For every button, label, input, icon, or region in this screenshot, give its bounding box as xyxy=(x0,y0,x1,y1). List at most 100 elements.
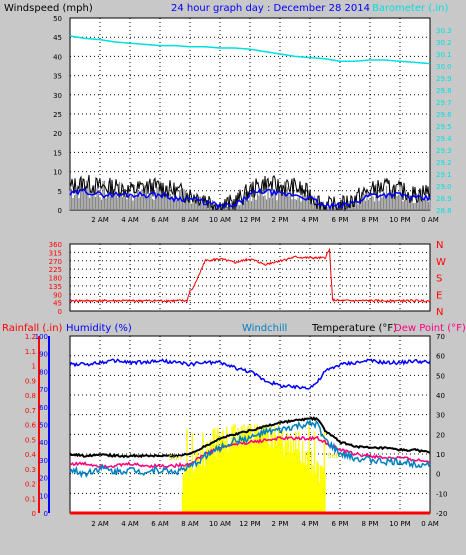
rain-tick-label: 0.4 xyxy=(25,451,37,459)
compass-label: E xyxy=(436,290,442,301)
humidity-tick-label: 100 xyxy=(35,333,48,341)
x-tick-label: 12 PM xyxy=(239,520,260,528)
y-tick-label: 50 xyxy=(53,15,62,23)
x-tick-label: 8 PM xyxy=(362,216,379,224)
barometer-line xyxy=(69,35,431,65)
wind-direction-line xyxy=(69,247,431,304)
y2-tick-label: 29.3 xyxy=(436,147,452,155)
dewpoint-line xyxy=(69,435,431,469)
compass-label: N xyxy=(436,240,443,251)
y-tick-label: 30 xyxy=(53,92,62,100)
y2-tick-label: 30.2 xyxy=(436,39,452,47)
x-tick-label: 0 AM xyxy=(421,520,439,528)
x-tick-label: 10 AM xyxy=(209,216,231,224)
y-tick-label: 40 xyxy=(53,53,62,61)
y-tick-label: 20 xyxy=(53,130,62,138)
temp-tick-label: -10 xyxy=(436,490,447,498)
temp-tick-label: -20 xyxy=(436,510,447,518)
windspeed-line xyxy=(69,174,431,212)
direction-tick-label: 315 xyxy=(49,249,62,257)
y2-tick-label: 29.9 xyxy=(436,75,452,83)
y-tick-label: 25 xyxy=(53,111,62,119)
sunset-label: Set xyxy=(327,452,339,460)
x-tick-label: 10 AM xyxy=(209,520,231,528)
dewpoint-label: Dew Point (°F) xyxy=(394,323,466,334)
x-tick-label: 8 PM xyxy=(362,520,379,528)
rain-tick-label: 0.9 xyxy=(25,377,36,385)
humidity-tick-label: 0 xyxy=(44,510,48,518)
sunrise-label: Sun xyxy=(169,454,182,462)
direction-tick-label: 90 xyxy=(53,291,62,299)
y-tick-label: 5 xyxy=(58,188,62,196)
humidity-tick-label: 80 xyxy=(39,368,48,376)
x-tick-label: 4 PM xyxy=(302,216,319,224)
y-tick-label: 10 xyxy=(53,169,62,177)
direction-tick-label: 0 xyxy=(58,308,62,316)
direction-tick-label: 45 xyxy=(53,300,62,308)
rain-tick-label: 0.6 xyxy=(25,422,37,430)
temp-tick-label: 30 xyxy=(436,412,445,420)
windchill-line xyxy=(69,419,431,479)
temp-tick-label: 20 xyxy=(436,431,445,439)
y2-tick-label: 28.9 xyxy=(436,195,452,203)
chart-title: 24 hour graph day : December 28 2014 xyxy=(171,3,370,14)
temp-tick-label: 50 xyxy=(436,372,445,380)
humidity-tick-label: 10 xyxy=(39,492,48,500)
humidity-line xyxy=(69,358,431,390)
windchill-label: Windchill xyxy=(242,323,287,334)
x-tick-label: 2 PM xyxy=(272,520,289,528)
humidity-tick-label: 70 xyxy=(39,386,48,394)
humidity-tick-label: 30 xyxy=(39,457,48,465)
humidity-axis-label: Humidity (%) xyxy=(66,323,132,334)
y-tick-label: 45 xyxy=(53,34,62,42)
x-tick-label: 6 AM xyxy=(151,216,169,224)
y-tick-label: 15 xyxy=(53,149,62,157)
x-tick-label: 10 PM xyxy=(389,520,410,528)
x-tick-label: 8 AM xyxy=(181,520,199,528)
temp-tick-label: 0 xyxy=(436,471,440,479)
humidity-tick-label: 60 xyxy=(39,404,48,412)
y2-tick-label: 29.2 xyxy=(436,159,452,167)
rain-tick-label: 1 xyxy=(32,363,36,371)
rain-tick-label: 0.1 xyxy=(25,495,36,503)
y2-tick-label: 30.1 xyxy=(436,51,452,59)
x-tick-label: 6 AM xyxy=(151,520,169,528)
y2-tick-label: 30.0 xyxy=(436,63,452,71)
rain-tick-label: 0.2 xyxy=(25,481,36,489)
compass-label: W xyxy=(436,257,446,268)
temp-tick-label: 10 xyxy=(436,451,445,459)
x-tick-label: 4 AM xyxy=(121,216,139,224)
y2-tick-label: 29.5 xyxy=(436,123,452,131)
wind-axis-label: Windspeed (mph) xyxy=(4,3,93,14)
temp-tick-label: 60 xyxy=(436,353,445,361)
temp-tick-label: 70 xyxy=(436,333,445,341)
compass-label: N xyxy=(436,307,443,318)
direction-tick-label: 360 xyxy=(49,241,62,249)
x-tick-label: 8 AM xyxy=(181,216,199,224)
rain-tick-label: 0.5 xyxy=(25,436,36,444)
x-tick-label: 2 PM xyxy=(272,216,289,224)
rain-tick-label: 0.7 xyxy=(25,407,36,415)
y2-tick-label: 29.0 xyxy=(436,183,452,191)
x-tick-label: 2 AM xyxy=(91,216,109,224)
rain-tick-label: 0 xyxy=(32,510,36,518)
temperature-line xyxy=(69,416,431,459)
temperature-label: Temperature (°F) xyxy=(311,323,397,334)
series-layer xyxy=(69,35,431,515)
humidity-tick-label: 50 xyxy=(39,422,48,430)
y2-tick-label: 29.4 xyxy=(436,135,452,143)
rain-tick-label: 1.2 xyxy=(25,333,36,341)
y2-tick-label: 28.8 xyxy=(436,207,452,215)
rain-axis-label: Rainfall (.in) xyxy=(2,323,63,334)
humidity-tick-label: 20 xyxy=(39,475,48,483)
y2-tick-label: 29.8 xyxy=(436,87,452,95)
x-tick-label: 2 AM xyxy=(91,520,109,528)
rain-tick-label: 1.1 xyxy=(25,348,36,356)
wind-average-line xyxy=(69,188,431,211)
direction-tick-label: 180 xyxy=(49,275,62,283)
compass-label: S xyxy=(436,274,442,285)
y2-tick-label: 29.1 xyxy=(436,171,452,179)
